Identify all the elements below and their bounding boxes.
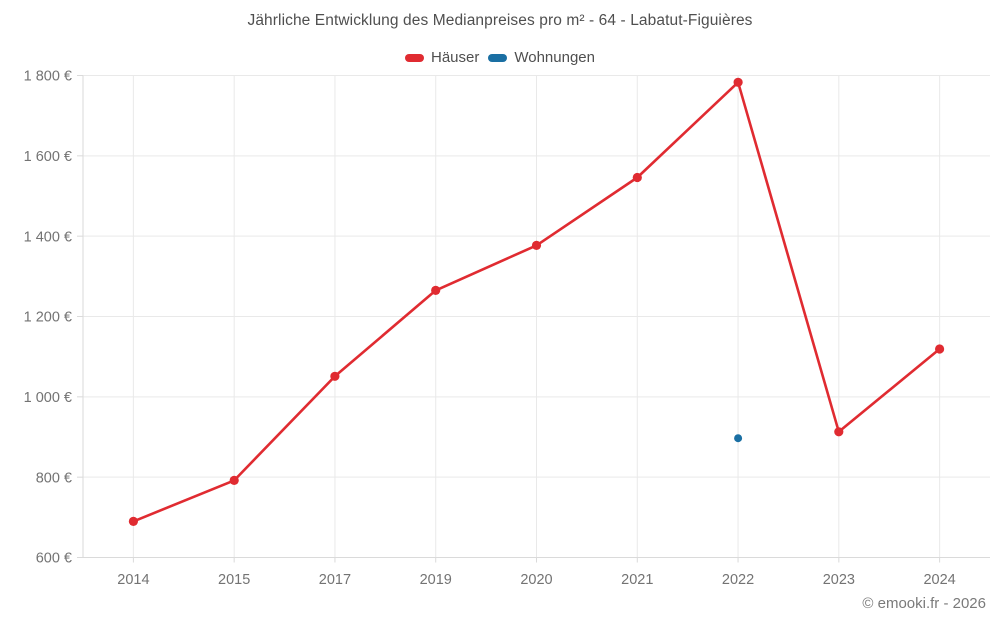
y-tick-label: 800 € bbox=[36, 470, 72, 486]
y-tick-label: 1 400 € bbox=[24, 229, 72, 245]
legend-label-wohnungen: Wohnungen bbox=[514, 49, 595, 66]
y-tick-label: 1 200 € bbox=[24, 310, 72, 326]
x-tick-label: 2015 bbox=[218, 572, 250, 588]
legend: Häuser Wohnungen bbox=[0, 49, 1000, 66]
legend-swatch-haeuser-icon bbox=[405, 53, 424, 62]
y-tick-label: 1 600 € bbox=[24, 149, 72, 165]
data-point-huser[interactable] bbox=[733, 77, 743, 87]
x-tick-label: 2024 bbox=[923, 572, 955, 588]
data-point-huser[interactable] bbox=[531, 240, 542, 250]
data-point-wohnungen[interactable] bbox=[734, 434, 743, 443]
x-tick-label: 2023 bbox=[823, 572, 855, 588]
x-tick-label: 2017 bbox=[319, 572, 351, 588]
y-tick-label: 600 € bbox=[36, 551, 72, 567]
chart-title: Jährliche Entwicklung des Medianpreises … bbox=[247, 12, 753, 29]
y-tick-label: 1 000 € bbox=[24, 390, 72, 406]
legend-item-wohnungen[interactable]: Wohnungen bbox=[488, 49, 595, 66]
data-point-huser[interactable] bbox=[431, 285, 441, 295]
legend-item-haeuser[interactable]: Häuser bbox=[405, 49, 479, 66]
data-point-huser[interactable] bbox=[632, 172, 642, 183]
copyright-text: © emooki.fr - 2026 bbox=[862, 595, 986, 612]
data-point-huser[interactable] bbox=[128, 516, 138, 527]
x-tick-label: 2020 bbox=[520, 572, 552, 588]
x-tick-label: 2022 bbox=[722, 572, 754, 588]
x-tick-label: 2019 bbox=[420, 572, 452, 588]
data-point-huser[interactable] bbox=[834, 427, 844, 437]
legend-swatch-wohnungen-icon bbox=[488, 53, 508, 62]
data-point-huser[interactable] bbox=[935, 344, 945, 354]
x-tick-label: 2021 bbox=[621, 572, 653, 588]
legend-label-haeuser: Häuser bbox=[431, 49, 480, 66]
data-point-huser[interactable] bbox=[330, 371, 340, 381]
y-tick-label: 1 800 € bbox=[24, 69, 72, 85]
x-tick-label: 2014 bbox=[117, 572, 149, 588]
data-point-huser[interactable] bbox=[229, 475, 239, 485]
